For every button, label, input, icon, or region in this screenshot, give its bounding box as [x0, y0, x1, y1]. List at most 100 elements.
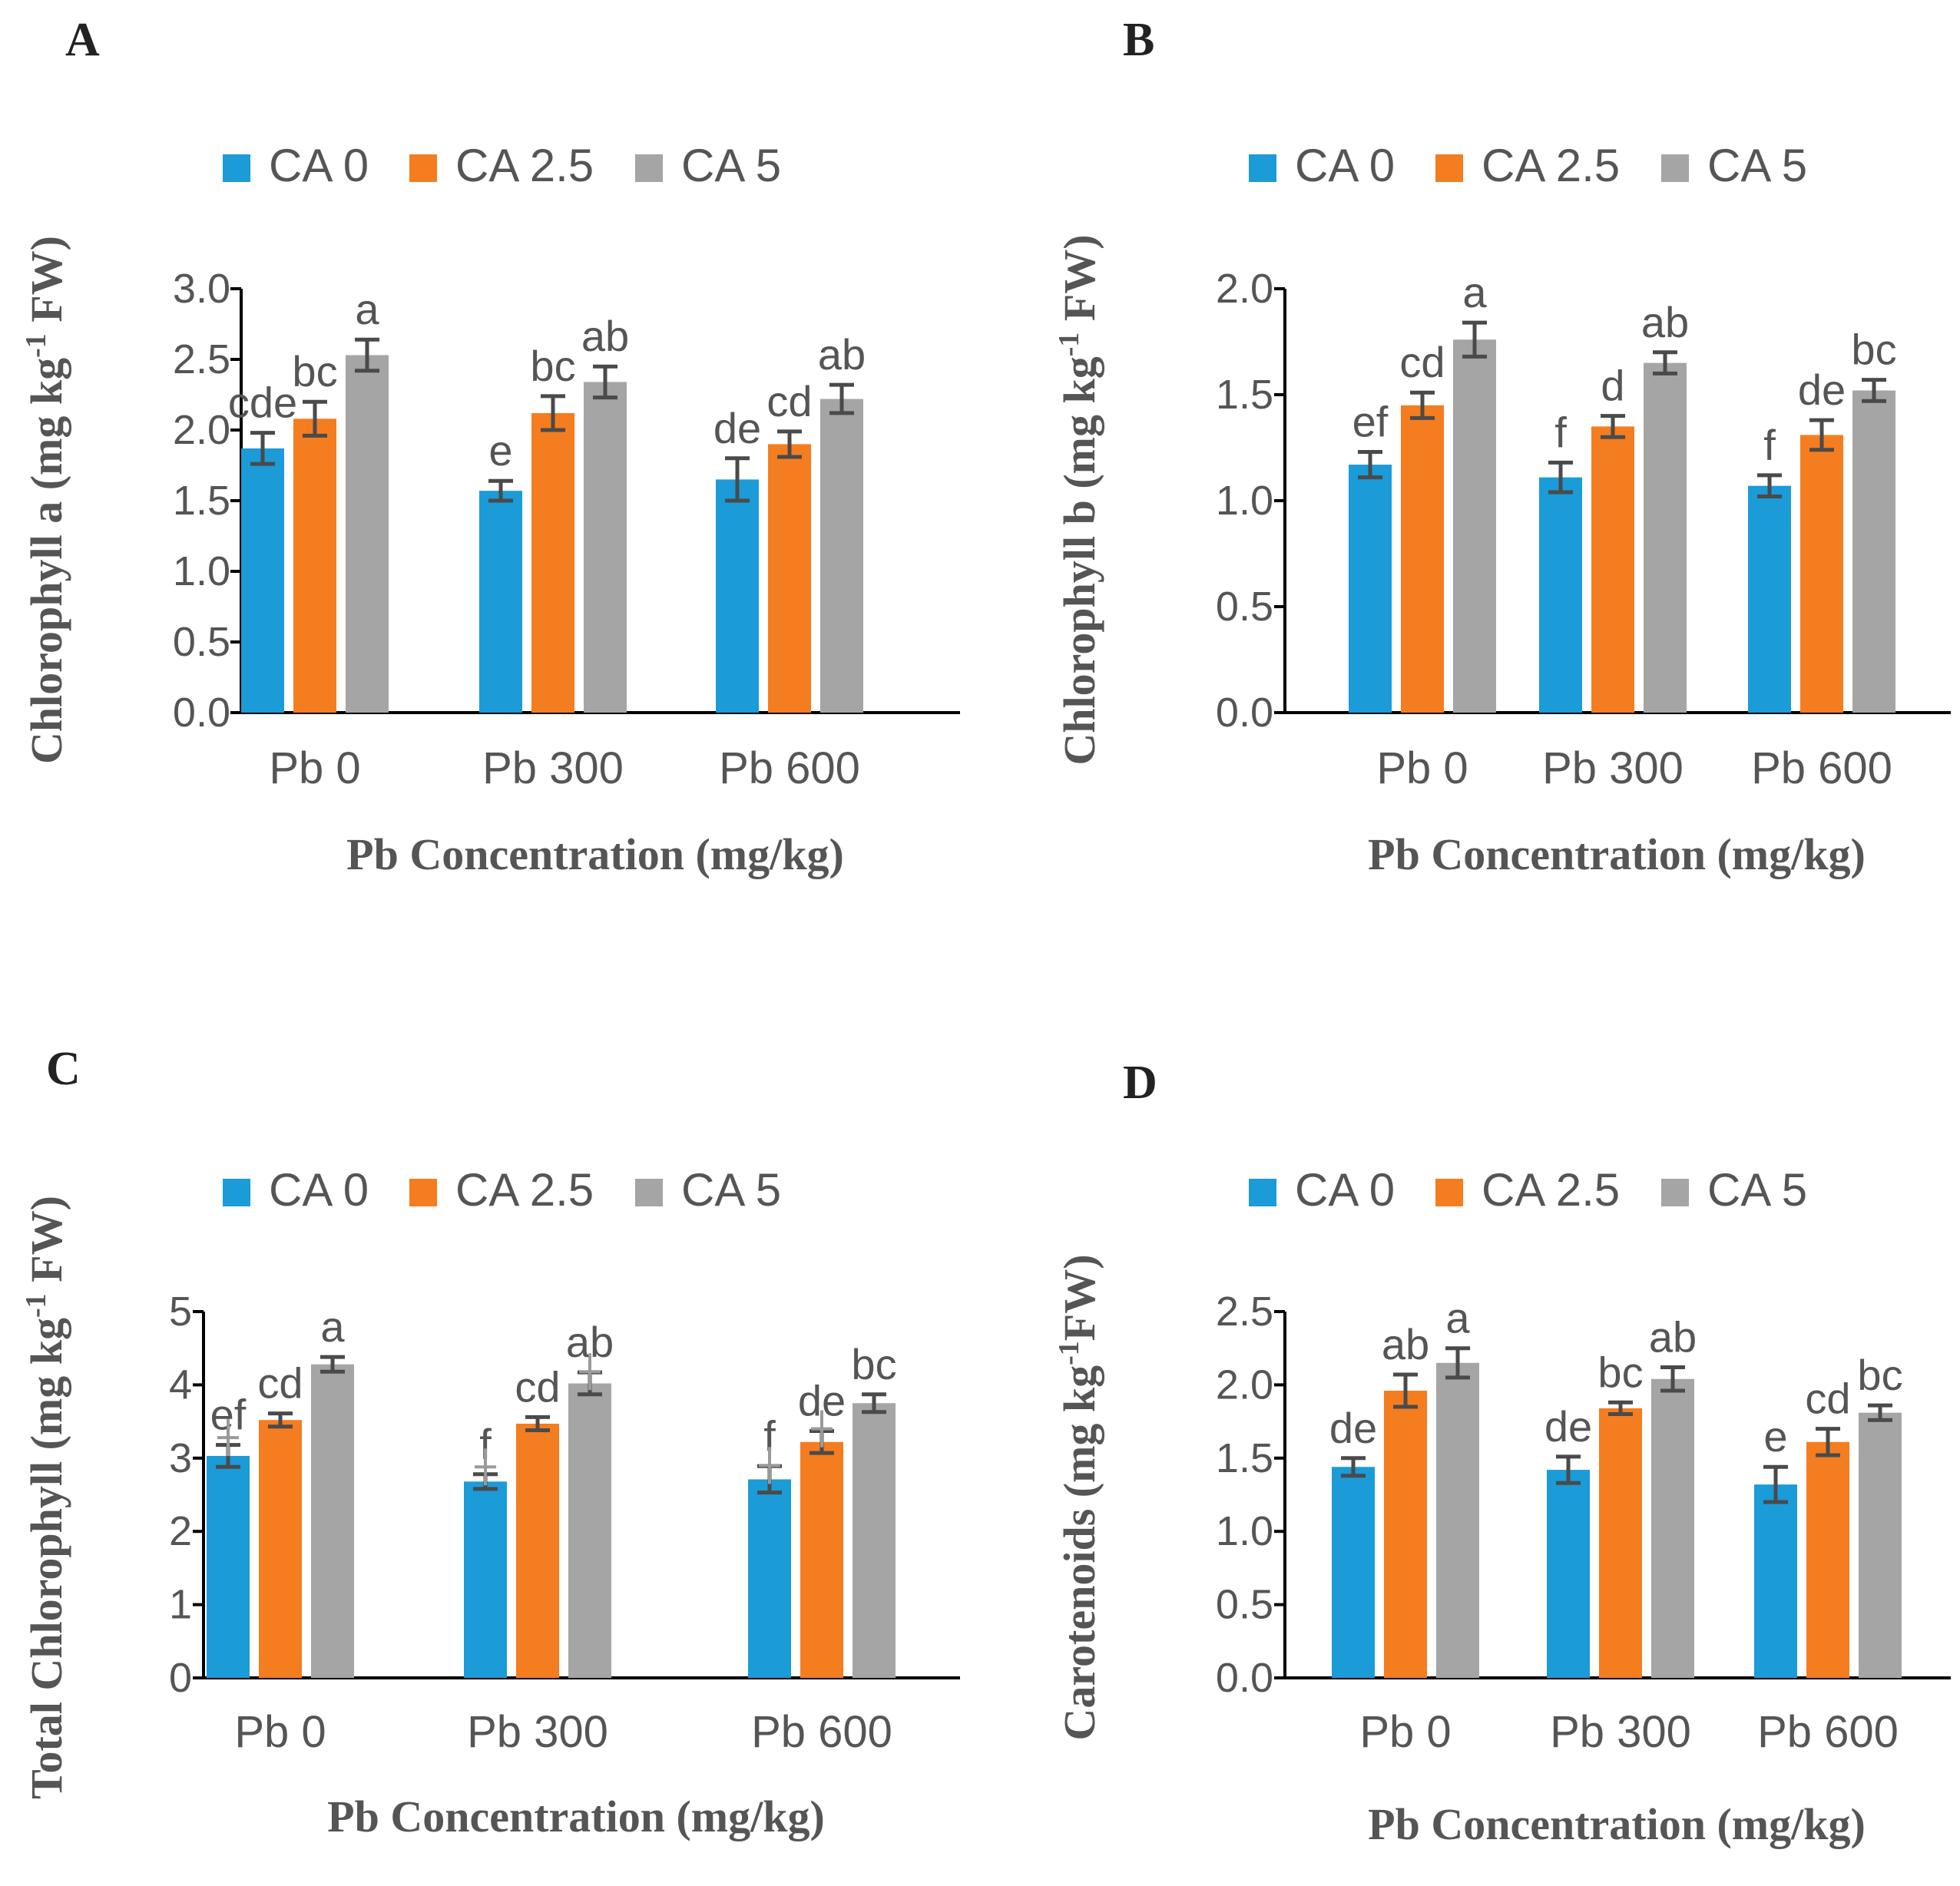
- legend-swatch: [1435, 154, 1463, 182]
- bar-ca-5: [1453, 339, 1496, 713]
- bar-ca-0: [464, 1481, 507, 1678]
- bar-ca-2-5: [1806, 1441, 1849, 1678]
- panel-letter: B: [1123, 14, 1154, 66]
- y-tick-label: 1: [169, 1582, 192, 1628]
- legend-swatch: [1661, 154, 1689, 182]
- bar-ca-2-5: [1401, 405, 1444, 713]
- legend-swatch: [1249, 154, 1276, 182]
- y-tick-label: 3: [169, 1435, 192, 1481]
- bar-ca-0: [1748, 485, 1791, 713]
- y-tick-label: 1.0: [1216, 478, 1273, 524]
- y-tick-label: 0.5: [1216, 584, 1273, 630]
- y-tick-label: 3.0: [173, 266, 230, 312]
- bar-ca-0: [716, 479, 759, 713]
- y-tick-label: 1.5: [1216, 372, 1273, 418]
- bar-ca-5: [853, 1403, 896, 1678]
- category-label: Pb 300: [1542, 743, 1684, 793]
- legend: CA 0 CA 2.5 CA 5: [1249, 1164, 1807, 1216]
- bar-ca-0: [1754, 1484, 1797, 1678]
- bar-ca-2-5: [1599, 1408, 1642, 1678]
- y-tick-label: 1.5: [1216, 1435, 1273, 1481]
- significance-letter: bc: [530, 342, 575, 390]
- y-axis-title: Carotenoids (mg kg-1FW): [1053, 1254, 1104, 1740]
- legend-label: CA 0: [269, 1164, 369, 1216]
- category-label: Pb 300: [482, 743, 624, 793]
- legend-label: CA 0: [1295, 140, 1395, 191]
- legend-label: CA 0: [269, 140, 369, 191]
- y-tick-label: 0.0: [173, 690, 230, 736]
- significance-letter: bc: [851, 1340, 896, 1388]
- legend-swatch: [409, 1179, 437, 1206]
- y-tick-label: 0: [169, 1655, 192, 1701]
- panel-letter: A: [65, 14, 100, 66]
- significance-letter: ab: [1641, 298, 1689, 346]
- significance-letter: a: [320, 1302, 345, 1351]
- significance-letter: f: [1763, 421, 1776, 469]
- y-tick-label: 5: [169, 1289, 192, 1335]
- significance-letter: ab: [1382, 1320, 1429, 1368]
- legend-label: CA 2.5: [1482, 1164, 1620, 1216]
- panel-letter: D: [1123, 1057, 1157, 1109]
- bar-ca-2-5: [768, 444, 811, 713]
- category-label: Pb 0: [234, 1707, 326, 1757]
- bar-ca-5: [346, 355, 389, 713]
- significance-letter: cd: [1805, 1375, 1850, 1423]
- significance-letter: cd: [257, 1359, 303, 1408]
- significance-letter: bc: [292, 347, 337, 395]
- legend-label: CA 5: [681, 1164, 781, 1216]
- chart-panel-a: A CA 0 CA 2.5 CA 5 0.0 0.5 1.0 1.5 2.0 2.5 3.0 Pb 0…: [20, 14, 960, 879]
- significance-letter: d: [1601, 362, 1624, 410]
- legend-label: CA 2.5: [1482, 140, 1620, 191]
- category-label: Pb 300: [467, 1707, 608, 1757]
- panel-letter: C: [46, 1043, 81, 1095]
- legend-label: CA 2.5: [455, 1164, 594, 1216]
- legend-label: CA 2.5: [455, 140, 594, 191]
- bar-ca-5: [568, 1383, 611, 1678]
- y-tick-label: 0.0: [1216, 690, 1273, 736]
- category-label: Pb 0: [1359, 1707, 1451, 1757]
- y-tick-label: 4: [169, 1362, 192, 1408]
- legend: CA 0 CA 2.5 CA 5: [223, 1164, 781, 1216]
- bar-ca-2-5: [259, 1420, 302, 1678]
- y-tick-label: 2.0: [173, 407, 230, 453]
- legend-label: CA 5: [1707, 1164, 1807, 1216]
- y-tick-label: 2.5: [1216, 1289, 1273, 1335]
- bar-ca-0: [1539, 477, 1582, 713]
- bar-ca-5: [1651, 1378, 1694, 1678]
- legend-swatch: [1435, 1179, 1463, 1206]
- legend-label: CA 5: [1707, 140, 1807, 191]
- bar-ca-5: [1859, 1412, 1902, 1678]
- legend-swatch: [409, 154, 437, 182]
- y-tick-label: 0.0: [1216, 1655, 1273, 1701]
- legend-label: CA 5: [681, 140, 781, 191]
- legend: CA 0 CA 2.5 CA 5: [223, 140, 781, 191]
- bar-ca-2-5: [800, 1441, 843, 1678]
- category-label: Pb 600: [1757, 1707, 1899, 1757]
- bar-ca-0: [207, 1455, 250, 1678]
- significance-letter: ef: [1352, 398, 1389, 446]
- y-axis-title: Chlorophyll a (mg kg-1 FW): [20, 236, 71, 764]
- bar-ca-0: [1332, 1467, 1375, 1678]
- bar-ca-5: [1852, 390, 1895, 713]
- bar-ca-5: [1644, 362, 1687, 713]
- significance-letter: a: [1462, 268, 1487, 316]
- y-tick-label: 2: [169, 1508, 192, 1554]
- bar-ca-0: [1349, 465, 1392, 713]
- y-axis-title: Total Chlorophyll (mg kg-1 FW): [20, 1196, 71, 1799]
- y-axis-title: Chlorophyll b (mg kg-1 FW): [1053, 234, 1104, 765]
- x-axis-title: Pb Concentration (mg/kg): [346, 829, 844, 879]
- significance-letter: de: [1329, 1404, 1377, 1452]
- bar-ca-0: [1547, 1470, 1590, 1678]
- significance-letter: cd: [766, 377, 812, 425]
- legend-swatch: [635, 1179, 663, 1206]
- significance-letter: cd: [515, 1362, 560, 1411]
- significance-letter: cd: [1399, 338, 1445, 386]
- significance-letter: e: [488, 426, 512, 475]
- legend-swatch: [223, 154, 250, 182]
- significance-letter: de: [1798, 366, 1846, 414]
- bar-ca-5: [1436, 1362, 1479, 1678]
- significance-letter: bc: [1851, 326, 1896, 374]
- chart-panel-d: DCA 0 CA 2.5 CA 50.00.51.01.52.02.5Pb 0dea…: [1053, 1057, 1951, 1849]
